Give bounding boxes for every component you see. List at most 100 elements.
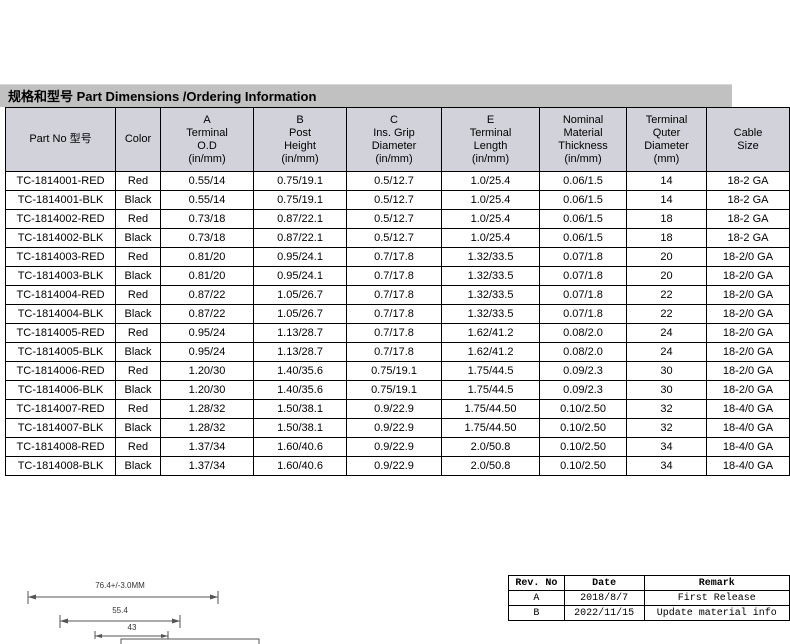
table-cell: 18-4/0 GA	[706, 399, 790, 419]
table-cell: 1.0/25.4	[441, 209, 540, 229]
table-row: TC-1814008-RED Red 1.37/34 1.60/40.6 0.9/22.…	[5, 437, 790, 457]
table-cell: 18-2 GA	[706, 171, 790, 191]
table-cell: 0.7/17.8	[346, 247, 442, 267]
column-header-color: Color	[115, 107, 161, 172]
column-header-cable-size: Cable Size	[706, 107, 790, 172]
table-cell: 0.55/14	[160, 171, 254, 191]
table-cell: 1.28/32	[160, 418, 254, 438]
table-cell: 18-2 GA	[706, 190, 790, 210]
table-cell: 0.9/22.9	[346, 456, 442, 476]
table-cell: 0.73/18	[160, 228, 254, 248]
revision-row: A 2018/8/7 First Release	[508, 590, 790, 606]
table-cell: 0.06/1.5	[539, 209, 627, 229]
table-cell: 0.06/1.5	[539, 190, 627, 210]
table-cell: 14	[626, 171, 707, 191]
table-cell: TC-1814008-RED	[5, 437, 116, 457]
table-cell: TC-1814007-RED	[5, 399, 116, 419]
table-cell: Red	[115, 285, 161, 305]
table-cell: 0.09/2.3	[539, 380, 627, 400]
table-cell: 2.0/50.8	[441, 456, 540, 476]
table-cell: 0.87/22.1	[253, 209, 347, 229]
table-header-row: Part No 型号 Color A Terminal O.D (in/mm) B Post H…	[5, 107, 790, 172]
table-cell: 1.60/40.6	[253, 437, 347, 457]
table-cell: 1.32/33.5	[441, 247, 540, 267]
table-cell: 18-2/0 GA	[706, 361, 790, 381]
table-cell: 18-2/0 GA	[706, 285, 790, 305]
table-cell: TC-1814001-BLK	[5, 190, 116, 210]
revision-column-header: Rev. No	[508, 575, 565, 591]
table-cell: Black	[115, 342, 161, 362]
table-cell: 0.5/12.7	[346, 190, 442, 210]
table-cell: 0.95/24.1	[253, 247, 347, 267]
table-cell: 0.08/2.0	[539, 342, 627, 362]
table-cell: 0.7/17.8	[346, 285, 442, 305]
table-cell: 18-2/0 GA	[706, 266, 790, 286]
table-row: TC-1814007-BLK Black 1.28/32 1.50/38.1 0.9/2…	[5, 418, 790, 438]
table-cell: Red	[115, 247, 161, 267]
table-cell: 0.07/1.8	[539, 247, 627, 267]
revision-column-header: Date	[563, 575, 645, 591]
table-cell: 1.28/32	[160, 399, 254, 419]
column-header-material-thickness: Nominal Material Thickness (in/mm)	[539, 107, 627, 172]
table-row: TC-1814004-BLK Black 0.87/22 1.05/26.7 0.7/1…	[5, 304, 790, 324]
table-row: TC-1814001-RED Red 0.55/14 0.75/19.1 0.5/12.…	[5, 171, 790, 191]
table-cell: 0.5/12.7	[346, 171, 442, 191]
table-cell: 18-4/0 GA	[706, 437, 790, 457]
table-cell: 0.7/17.8	[346, 266, 442, 286]
dimension-label-overall: 76.4+/-3.0MM	[95, 581, 145, 590]
table-cell: 18-2/0 GA	[706, 304, 790, 324]
table-cell: 18	[626, 228, 707, 248]
table-cell: 1.32/33.5	[441, 304, 540, 324]
table-cell: 0.07/1.8	[539, 304, 627, 324]
table-cell: 0.7/17.8	[346, 304, 442, 324]
table-cell: 18-2/0 GA	[706, 380, 790, 400]
table-cell: 18-2/0 GA	[706, 342, 790, 362]
table-cell: 1.62/41.2	[441, 342, 540, 362]
table-cell: 0.5/12.7	[346, 228, 442, 248]
table-row: TC-1814006-BLK Black 1.20/30 1.40/35.6 0.75/…	[5, 380, 790, 400]
table-cell: 0.09/2.3	[539, 361, 627, 381]
table-cell: 1.13/28.7	[253, 323, 347, 343]
table-cell: 0.06/1.5	[539, 228, 627, 248]
revision-column-header: Remark	[643, 575, 790, 591]
table-cell: TC-1814007-BLK	[5, 418, 116, 438]
revision-cell: 2018/8/7	[563, 590, 645, 606]
column-header-ins-grip-diameter: C Ins. Grip Diameter (in/mm)	[346, 107, 442, 172]
table-cell: TC-1814001-RED	[5, 171, 116, 191]
table-cell: 1.50/38.1	[253, 418, 347, 438]
table-cell: 34	[626, 456, 707, 476]
table-cell: 1.40/35.6	[253, 380, 347, 400]
table-cell: 0.07/1.8	[539, 266, 627, 286]
table-cell: TC-1814003-BLK	[5, 266, 116, 286]
table-row: TC-1814006-RED Red 1.20/30 1.40/35.6 0.75/19…	[5, 361, 790, 381]
table-cell: TC-1814006-RED	[5, 361, 116, 381]
table-cell: 0.81/20	[160, 266, 254, 286]
technical-drawing: 76.4+/-3.0MM 55.4 43	[12, 578, 292, 644]
table-head: Part No 型号 Color A Terminal O.D (in/mm) B Post H…	[5, 107, 790, 172]
table-row: TC-1814008-BLK Black 1.37/34 1.60/40.6 0.9/2…	[5, 456, 790, 476]
table-cell: 24	[626, 342, 707, 362]
column-header-terminal-length: E Terminal Length (in/mm)	[441, 107, 540, 172]
table-cell: 30	[626, 361, 707, 381]
table-cell: 18-2 GA	[706, 209, 790, 229]
table-cell: 0.73/18	[160, 209, 254, 229]
table-cell: 1.0/25.4	[441, 228, 540, 248]
table-cell: 0.10/2.50	[539, 418, 627, 438]
table-cell: 0.10/2.50	[539, 456, 627, 476]
table-cell: 0.9/22.9	[346, 399, 442, 419]
table-cell: TC-1814008-BLK	[5, 456, 116, 476]
table-body: TC-1814001-RED Red 0.55/14 0.75/19.1 0.5/12.…	[5, 171, 790, 476]
table-cell: 1.32/33.5	[441, 266, 540, 286]
table-cell: TC-1814004-BLK	[5, 304, 116, 324]
part-dimensions-table: Part No 型号 Color A Terminal O.D (in/mm) B Post H…	[5, 107, 790, 476]
revision-row: B 2022/11/15 Update material info	[508, 605, 790, 621]
revision-cell: B	[508, 605, 565, 621]
revision-cell: First Release	[643, 590, 790, 606]
table-cell: 1.60/40.6	[253, 456, 347, 476]
table-row: TC-1814007-RED Red 1.28/32 1.50/38.1 0.9/22.…	[5, 399, 790, 419]
table-cell: 0.10/2.50	[539, 437, 627, 457]
table-cell: 0.55/14	[160, 190, 254, 210]
table-cell: Red	[115, 437, 161, 457]
table-cell: 24	[626, 323, 707, 343]
table-cell: 20	[626, 247, 707, 267]
